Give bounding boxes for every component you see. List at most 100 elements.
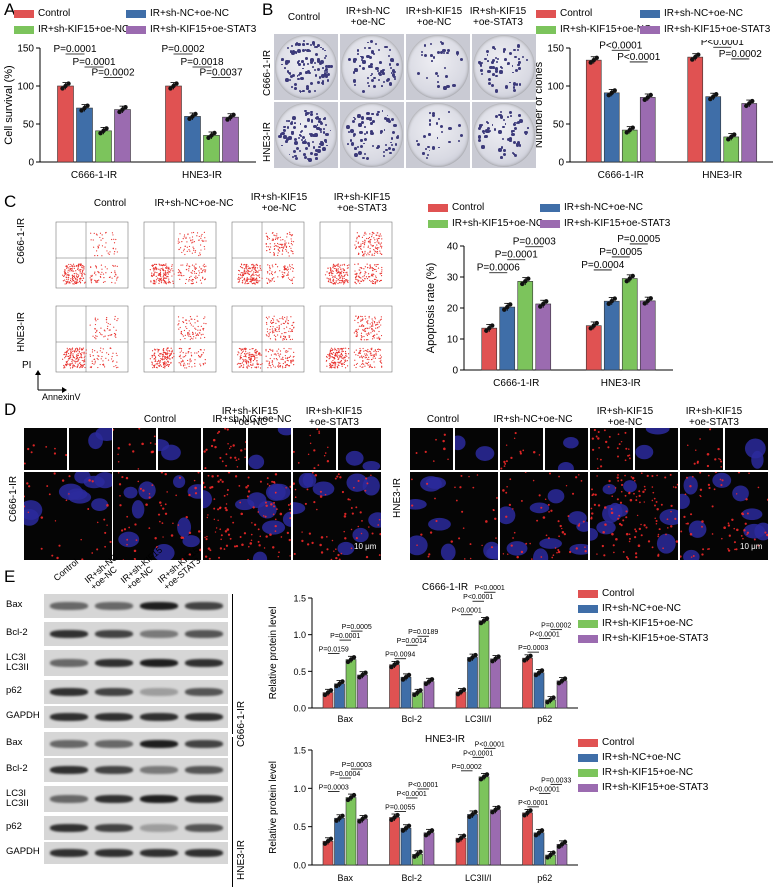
flow-event bbox=[105, 242, 107, 244]
flow-event bbox=[72, 266, 74, 268]
colony bbox=[501, 137, 505, 141]
flow-event bbox=[276, 245, 278, 247]
bar bbox=[357, 818, 368, 866]
data-point bbox=[400, 677, 406, 682]
flow-event bbox=[345, 278, 347, 281]
flow-event bbox=[81, 359, 83, 362]
flow-event bbox=[194, 327, 196, 329]
colony bbox=[382, 80, 385, 83]
data-point bbox=[642, 97, 647, 102]
flow-event bbox=[369, 265, 371, 267]
legend-item: IR+sh-NC+oe-NC bbox=[578, 752, 681, 763]
flow-event bbox=[165, 349, 168, 351]
flow-event bbox=[91, 362, 93, 365]
legend-label: IR+sh-KIF15+oe-NC bbox=[38, 24, 130, 35]
data-point bbox=[395, 812, 400, 818]
x-category-label: Bcl-2 bbox=[401, 873, 422, 883]
flow-event bbox=[369, 279, 371, 282]
flow-event bbox=[280, 239, 282, 241]
flow-event bbox=[162, 276, 164, 278]
flow-event bbox=[285, 338, 288, 341]
flow-event bbox=[78, 280, 81, 283]
colony bbox=[358, 123, 362, 127]
colony bbox=[416, 71, 421, 76]
p-value-label: P=0.0003 bbox=[342, 762, 372, 769]
flow-event bbox=[372, 357, 374, 359]
flow-event bbox=[288, 365, 290, 367]
flow-event bbox=[373, 278, 376, 280]
flow-event bbox=[369, 323, 371, 325]
flow-event bbox=[179, 247, 182, 249]
colony bbox=[327, 64, 332, 69]
colony bbox=[322, 131, 326, 134]
flow-event bbox=[153, 283, 155, 285]
colony bbox=[517, 121, 521, 125]
colony bbox=[354, 147, 358, 150]
flow-event bbox=[89, 324, 91, 326]
flow-event bbox=[164, 363, 167, 365]
colony bbox=[302, 153, 306, 156]
flow-event bbox=[101, 334, 103, 336]
data-point bbox=[551, 850, 556, 855]
if-lc3-tile bbox=[24, 428, 67, 470]
flow-event bbox=[334, 363, 337, 365]
flow-event bbox=[180, 272, 182, 274]
flow-event bbox=[329, 267, 331, 269]
colony bbox=[306, 43, 309, 46]
colony bbox=[370, 73, 373, 76]
flow-event bbox=[241, 276, 243, 278]
flow-plot bbox=[55, 305, 129, 373]
flow-event bbox=[192, 338, 194, 340]
data-point bbox=[648, 92, 653, 98]
flow-event bbox=[258, 275, 260, 277]
flow-plot bbox=[143, 221, 217, 289]
flow-event bbox=[168, 356, 170, 358]
flow-event bbox=[329, 349, 332, 351]
flow-event bbox=[257, 271, 259, 273]
flow-event bbox=[158, 282, 160, 284]
colony bbox=[325, 70, 328, 73]
flow-event bbox=[285, 245, 288, 247]
data-point bbox=[82, 105, 87, 111]
flow-event bbox=[378, 320, 380, 322]
flow-event bbox=[371, 354, 373, 356]
flow-event bbox=[251, 348, 253, 350]
flow-event bbox=[376, 333, 378, 335]
flow-event bbox=[365, 271, 367, 274]
data-point bbox=[79, 108, 84, 113]
flow-event bbox=[201, 239, 203, 242]
flow-event bbox=[95, 233, 98, 235]
if-lc3-tile bbox=[203, 428, 246, 470]
data-point bbox=[490, 658, 495, 664]
colony bbox=[390, 57, 395, 62]
flow-event bbox=[375, 268, 377, 271]
flow-event bbox=[92, 355, 94, 357]
flow-event bbox=[83, 266, 85, 268]
colony bbox=[486, 126, 490, 130]
flow-event bbox=[285, 332, 287, 334]
data-point bbox=[426, 679, 432, 684]
data-point bbox=[423, 681, 429, 687]
colony bbox=[311, 140, 315, 144]
flow-event bbox=[377, 267, 380, 269]
colony bbox=[381, 110, 384, 113]
flow-event bbox=[194, 322, 196, 324]
flow-event bbox=[284, 351, 287, 353]
flow-event bbox=[167, 271, 169, 273]
flow-event bbox=[194, 362, 196, 365]
flow-event bbox=[164, 367, 166, 369]
x-category-label: HNE3-IR bbox=[601, 378, 641, 389]
flow-event bbox=[325, 355, 328, 358]
flow-event bbox=[243, 360, 245, 362]
x-category-label: LC3II/I bbox=[465, 873, 492, 883]
colony bbox=[428, 133, 431, 136]
data-point bbox=[117, 109, 122, 115]
bar bbox=[705, 96, 722, 163]
bar bbox=[533, 672, 545, 709]
colony bbox=[393, 123, 397, 128]
flow-event bbox=[244, 270, 246, 272]
flow-event bbox=[242, 358, 244, 360]
flow-event bbox=[273, 234, 275, 236]
flow-event bbox=[276, 319, 278, 321]
flow-event bbox=[169, 282, 171, 284]
